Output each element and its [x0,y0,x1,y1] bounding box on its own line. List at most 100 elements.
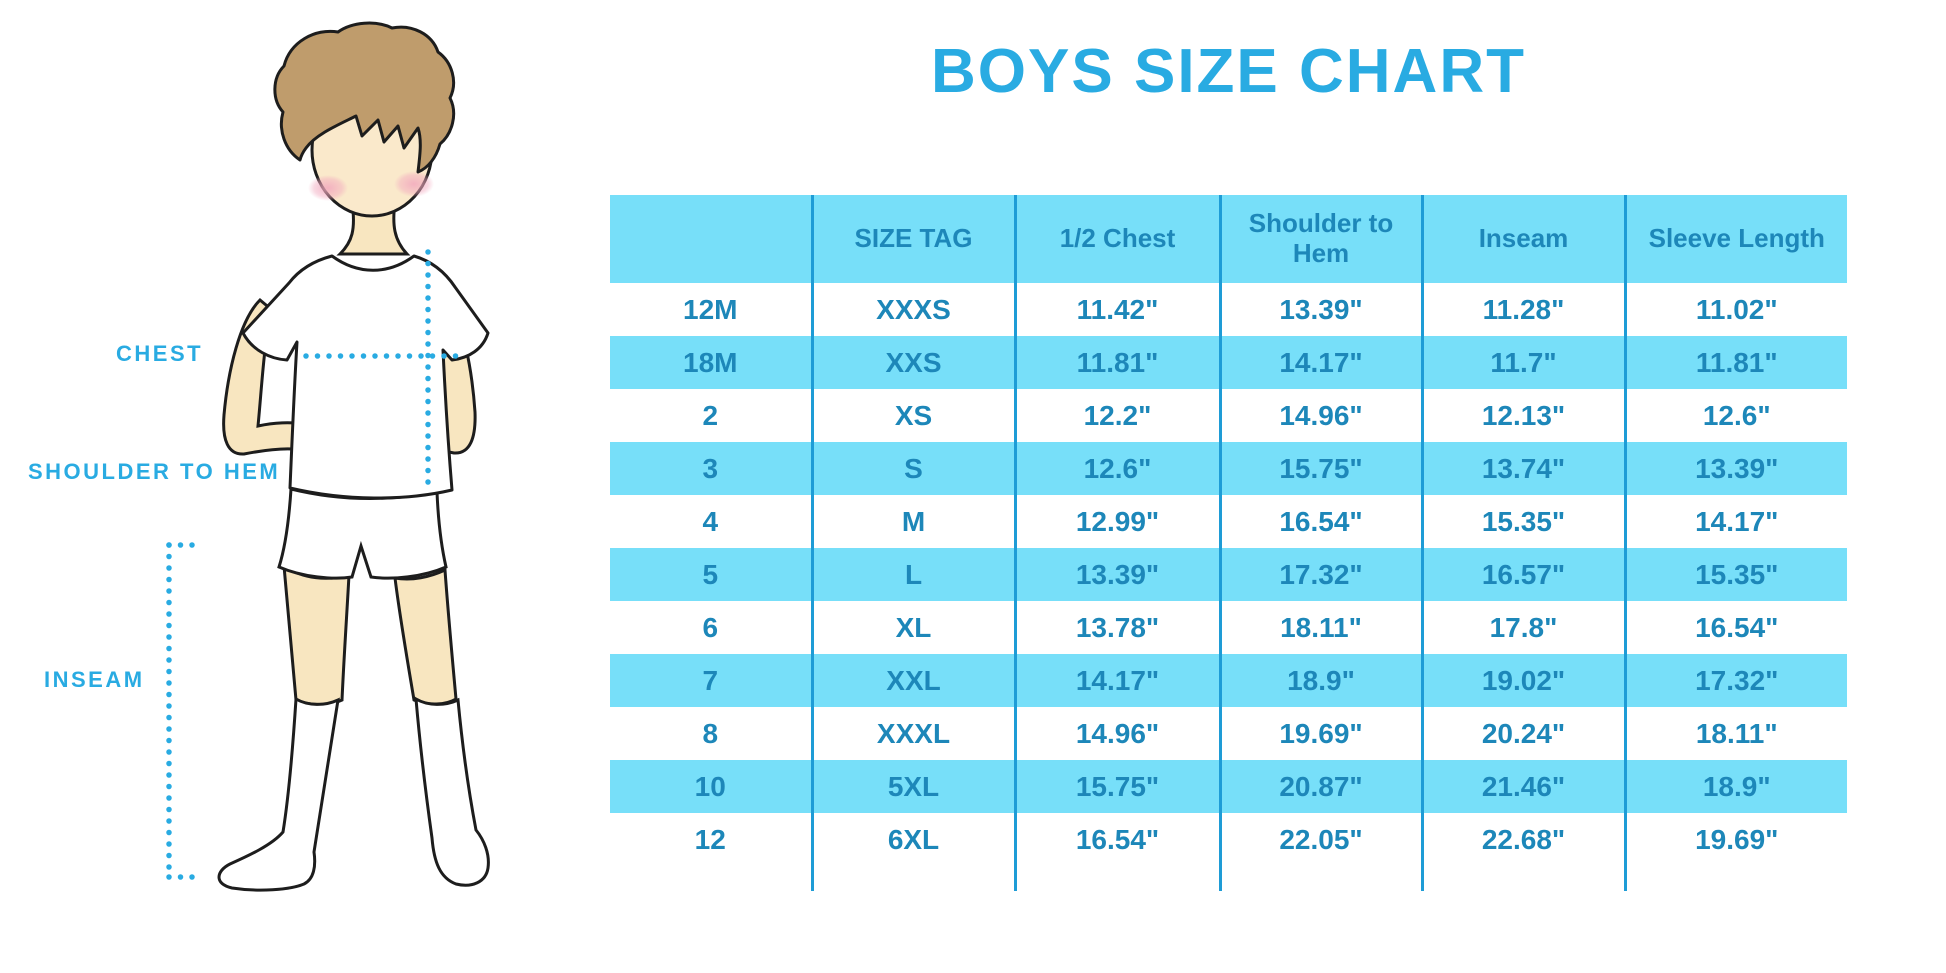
grid-extension-cell [1420,866,1625,891]
table-cell: 13.39" [1623,442,1847,495]
table-cell: 12.2" [1013,389,1220,442]
left-cheek-blush [308,175,348,201]
table-cell: 14.17" [1623,495,1847,548]
shoulder-to-hem-label: SHOULDER TO HEM [28,459,281,484]
table-cell: L [810,548,1015,601]
table-cell: 11.81" [1013,336,1220,389]
header-cell-blank [610,195,812,283]
header-cell-shoulder-to-hem: Shoulder to Hem [1218,195,1422,283]
table-cell: XS [810,389,1015,442]
table-cell: 20.87" [1218,760,1422,813]
table-cell: 12M [610,283,812,336]
table-row: 10 5XL 15.75" 20.87" 21.46" 18.9" [610,760,1847,813]
table-cell: 13.74" [1420,442,1625,495]
table-cell: 18M [610,336,812,389]
table-cell: 14.96" [1013,707,1220,760]
table-cell: 15.35" [1420,495,1625,548]
table-cell: 19.02" [1420,654,1625,707]
table-cell: XXXS [810,283,1015,336]
table-cell: 5XL [810,760,1015,813]
grid-extension-cell [610,866,812,891]
table-cell: 12.99" [1013,495,1220,548]
table-cell: 14.17" [1013,654,1220,707]
table-row: 5 L 13.39" 17.32" 16.57" 15.35" [610,548,1847,601]
table-cell: 21.46" [1420,760,1625,813]
table-cell: 6 [610,601,812,654]
table-cell: 18.9" [1623,760,1847,813]
table-cell: 2 [610,389,812,442]
table-cell: XXXL [810,707,1015,760]
size-table-line-extension [610,866,1847,891]
left-sock [217,696,340,892]
table-cell: 13.39" [1013,548,1220,601]
table-cell: 16.57" [1420,548,1625,601]
table-cell: 5 [610,548,812,601]
left-leg [282,562,351,706]
table-cell: 4 [610,495,812,548]
grid-extension-cell [1623,866,1847,891]
table-cell: 11.42" [1013,283,1220,336]
table-row: 4 M 12.99" 16.54" 15.35" 14.17" [610,495,1847,548]
table-cell: 8 [610,707,812,760]
table-cell: S [810,442,1015,495]
table-cell: 15.35" [1623,548,1847,601]
table-cell: 11.02" [1623,283,1847,336]
header-cell-size-tag: SIZE TAG [810,195,1015,283]
table-cell: 15.75" [1013,760,1220,813]
table-row: 12 6XL 16.54" 22.05" 22.68" 19.69" [610,813,1847,866]
table-cell: 12 [610,813,812,866]
table-cell: 19.69" [1218,707,1422,760]
header-row: SIZE TAG 1/2 Chest Shoulder to Hem Insea… [610,195,1847,283]
table-cell: 12.13" [1420,389,1625,442]
table-cell: 14.96" [1218,389,1422,442]
table-cell: 17.8" [1420,601,1625,654]
table-cell: 12.6" [1013,442,1220,495]
table-cell: XXL [810,654,1015,707]
table-cell: 20.24" [1420,707,1625,760]
table-cell: 22.05" [1218,813,1422,866]
table-cell: M [810,495,1015,548]
table-row: 12M XXXS 11.42" 13.39" 11.28" 11.02" [610,283,1847,336]
left-arm [222,297,309,456]
shorts [277,487,448,580]
header-cell-half-chest: 1/2 Chest [1013,195,1220,283]
table-cell: 15.75" [1218,442,1422,495]
table-cell: 11.81" [1623,336,1847,389]
table-cell: 16.54" [1623,601,1847,654]
table-cell: 11.7" [1420,336,1625,389]
table-cell: 7 [610,654,812,707]
table-cell: 18.11" [1218,601,1422,654]
header-cell-inseam: Inseam [1420,195,1625,283]
table-cell: XXS [810,336,1015,389]
size-table-header: SIZE TAG 1/2 Chest Shoulder to Hem Insea… [610,195,1847,283]
size-table: SIZE TAG 1/2 Chest Shoulder to Hem Insea… [610,195,1847,891]
grid-extension-cell [1218,866,1422,891]
grid-extension-cell [810,866,1015,891]
grid-extension-cell [1013,866,1220,891]
table-cell: 11.28" [1420,283,1625,336]
right-sock [414,696,490,887]
right-cheek-blush [394,171,434,197]
chest-label: CHEST [116,341,204,366]
table-cell: 13.39" [1218,283,1422,336]
table-row: 7 XXL 14.17" 18.9" 19.02" 17.32" [610,654,1847,707]
grid-extension-row [610,866,1847,891]
table-cell: 17.32" [1218,548,1422,601]
boy-figure-illustration [166,21,490,892]
table-cell: 19.69" [1623,813,1847,866]
table-cell: 18.11" [1623,707,1847,760]
header-cell-sleeve-length: Sleeve Length [1623,195,1847,283]
table-cell: 18.9" [1218,654,1422,707]
table-cell: 16.54" [1013,813,1220,866]
table-cell: 3 [610,442,812,495]
table-row: 6 XL 13.78" 18.11" 17.8" 16.54" [610,601,1847,654]
table-cell: 6XL [810,813,1015,866]
table-cell: XL [810,601,1015,654]
hair [273,21,456,174]
table-row: 3 S 12.6" 15.75" 13.74" 13.39" [610,442,1847,495]
size-table-body: 12M XXXS 11.42" 13.39" 11.28" 11.02" 18M XXS 11.… [610,283,1847,866]
table-row: 8 XXXL 14.96" 19.69" 20.24" 18.11" [610,707,1847,760]
table-cell: 17.32" [1623,654,1847,707]
table-cell: 10 [610,760,812,813]
